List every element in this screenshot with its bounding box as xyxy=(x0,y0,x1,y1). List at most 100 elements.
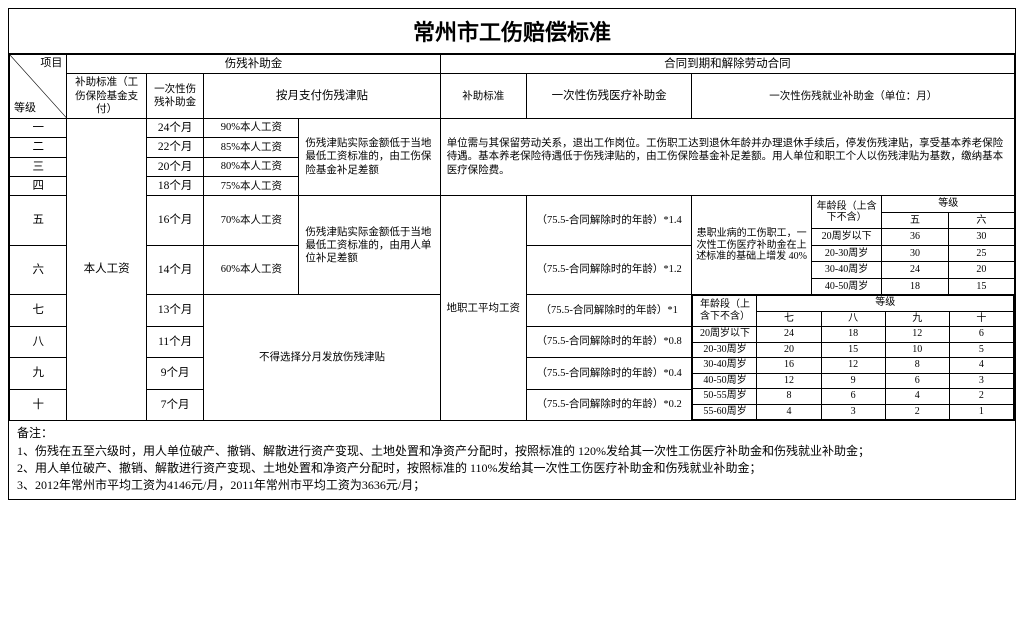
pct-3: 80%本人工资 xyxy=(204,157,299,176)
col-std-pay: 补助标准（工伤保险基金支付） xyxy=(67,74,147,118)
months-6: 14个月 xyxy=(146,245,203,295)
note-c: 不得选择分月发放伤残津贴 xyxy=(204,295,440,421)
level-9: 九 xyxy=(10,358,67,390)
sub2-r0-2: 18 xyxy=(821,327,885,343)
corner-cell: 项目 等级 xyxy=(10,55,67,119)
sub1-level-header: 等级 xyxy=(882,196,1015,213)
level-3: 三 xyxy=(10,157,67,176)
sub2-r2-4: 4 xyxy=(949,358,1013,374)
months-9: 9个月 xyxy=(146,358,203,390)
sub2-r1-a: 20-30周岁 xyxy=(693,342,757,358)
sub2-r5-1: 4 xyxy=(757,404,821,420)
formula-8: （75.5-合同解除时的年龄）*0.8 xyxy=(526,326,692,358)
sub1-r0-v2: 30 xyxy=(948,229,1014,246)
sub2-c3: 十 xyxy=(949,311,1013,327)
sub2-r0-3: 12 xyxy=(885,327,949,343)
note-a: 伤残津贴实际金额低于当地最低工资标准的，由工伤保险基金补足差额 xyxy=(299,118,440,196)
formula-7: （75.5-合同解除时的年龄）*1 xyxy=(526,295,692,327)
sub1-col-5: 五 xyxy=(882,212,948,229)
sub2-r0-1: 24 xyxy=(757,327,821,343)
formula-5: （75.5-合同解除时的年龄）*1.4 xyxy=(526,196,692,246)
sub1-col-6: 六 xyxy=(948,212,1014,229)
sub2-age-header: 年龄段（上含下不含） xyxy=(693,296,757,327)
base-wage: 本人工资 xyxy=(67,118,147,421)
pct-2: 85%本人工资 xyxy=(204,138,299,157)
col-once-med: 一次性伤残医疗补助金 xyxy=(526,74,692,118)
sub2-r5-4: 1 xyxy=(949,404,1013,420)
sub1-r2-age: 30-40周岁 xyxy=(811,262,882,279)
sub2-r2-1: 16 xyxy=(757,358,821,374)
sub1-r3-v2: 15 xyxy=(948,278,1014,295)
sub1-r3-age: 40-50周岁 xyxy=(811,278,882,295)
sub2-r1-1: 20 xyxy=(757,342,821,358)
months-8: 11个月 xyxy=(146,326,203,358)
group1-header: 伤残补助金 xyxy=(67,55,440,74)
sub2-c2: 九 xyxy=(885,311,949,327)
months-1: 24个月 xyxy=(146,118,203,137)
note-b: 伤残津贴实际金额低于当地最低工资标准的，由用人单位补足差额 xyxy=(299,196,440,295)
sub2-r3-4: 3 xyxy=(949,373,1013,389)
col-monthly-allow: 按月支付伤残津贴 xyxy=(204,74,440,118)
sub1-r1-v2: 25 xyxy=(948,245,1014,262)
sub2-r4-3: 4 xyxy=(885,389,949,405)
footer-notes: 备注： 1、伤残在五至六级时，用人单位破产、撤销、解散进行资产变现、土地处置和净… xyxy=(9,420,1015,499)
sub2-r3-a: 40-50周岁 xyxy=(693,373,757,389)
footer-1: 1、伤残在五至六级时，用人单位破产、撤销、解散进行资产变现、土地处置和净资产分配… xyxy=(17,443,1007,460)
sub2-r3-2: 9 xyxy=(821,373,885,389)
footer-header: 备注： xyxy=(17,425,1007,442)
sub1-r0-age: 20周岁以下 xyxy=(811,229,882,246)
level-6: 六 xyxy=(10,245,67,295)
sub1-r1-age: 20-30周岁 xyxy=(811,245,882,262)
sub2-r0-a: 20周岁以下 xyxy=(693,327,757,343)
occu-note: 患职业病的工伤职工，一次性工伤医疗补助金在上述标准的基础上增发 40% xyxy=(692,196,811,295)
pct-1: 90%本人工资 xyxy=(204,118,299,137)
sub2-r2-2: 12 xyxy=(821,358,885,374)
level-5: 五 xyxy=(10,196,67,246)
sub2-r5-3: 2 xyxy=(885,404,949,420)
document-frame: 常州市工伤赔偿标准 项目 等级 伤残补助金 合同到期和解除劳动合同 补助标准（工… xyxy=(8,8,1016,500)
sub2-r3-1: 12 xyxy=(757,373,821,389)
sub2-r4-1: 8 xyxy=(757,389,821,405)
sub2-level-header: 等级 xyxy=(757,296,1014,312)
sub2-r4-2: 6 xyxy=(821,389,885,405)
sub1-r3-v1: 18 xyxy=(882,278,948,295)
level-2: 二 xyxy=(10,138,67,157)
months-7: 13个月 xyxy=(146,295,203,327)
sub1-r0-v1: 36 xyxy=(882,229,948,246)
footer-2: 2、用人单位破产、撤销、解散进行资产变现、土地处置和净资产分配时，按照标准的 1… xyxy=(17,460,1007,477)
sub2-c1: 八 xyxy=(821,311,885,327)
sub2-r1-3: 10 xyxy=(885,342,949,358)
level-8: 八 xyxy=(10,326,67,358)
col-subsidy-std: 补助标准 xyxy=(440,74,526,118)
col-once-emp: 一次性伤残就业补助金（单位：月） xyxy=(692,74,1015,118)
sub1-r2-v2: 20 xyxy=(948,262,1014,279)
sub1-age-header: 年龄段（上含下不含） xyxy=(811,196,882,229)
level-10: 十 xyxy=(10,389,67,421)
formula-10: （75.5-合同解除时的年龄）*0.2 xyxy=(526,389,692,421)
right-merge: 单位需与其保留劳动关系，退出工作岗位。工伤职工达到退休年龄并办理退休手续后，停发… xyxy=(440,118,1014,196)
sub2-r2-a: 30-40周岁 xyxy=(693,358,757,374)
sub1-r2-v1: 24 xyxy=(882,262,948,279)
sub2-r0-4: 6 xyxy=(949,327,1013,343)
pct-6: 60%本人工资 xyxy=(204,245,299,295)
pct-4: 75%本人工资 xyxy=(204,176,299,195)
formula-6: （75.5-合同解除时的年龄）*1.2 xyxy=(526,245,692,295)
months-5: 16个月 xyxy=(146,196,203,246)
corner-left-label: 等级 xyxy=(14,102,36,116)
sub1-r1-v1: 30 xyxy=(882,245,948,262)
formula-9: （75.5-合同解除时的年龄）*0.4 xyxy=(526,358,692,390)
level-4: 四 xyxy=(10,176,67,195)
footer-3: 3、2012年常州市平均工资为4146元/月，2011年常州市平均工资为3636… xyxy=(17,477,1007,494)
sub2-r5-2: 3 xyxy=(821,404,885,420)
col-once-allow: 一次性伤残补助金 xyxy=(146,74,203,118)
months-3: 20个月 xyxy=(146,157,203,176)
months-2: 22个月 xyxy=(146,138,203,157)
pct-5: 70%本人工资 xyxy=(204,196,299,246)
sub2-r5-a: 55-60周岁 xyxy=(693,404,757,420)
level-7: 七 xyxy=(10,295,67,327)
level-1: 一 xyxy=(10,118,67,137)
group2-header: 合同到期和解除劳动合同 xyxy=(440,55,1014,74)
sub2-c0: 七 xyxy=(757,311,821,327)
sub2-r2-3: 8 xyxy=(885,358,949,374)
sub2-table: 年龄段（上含下不含） 等级 七 八 九 十 20周岁以下2418126 20-3… xyxy=(692,295,1014,420)
